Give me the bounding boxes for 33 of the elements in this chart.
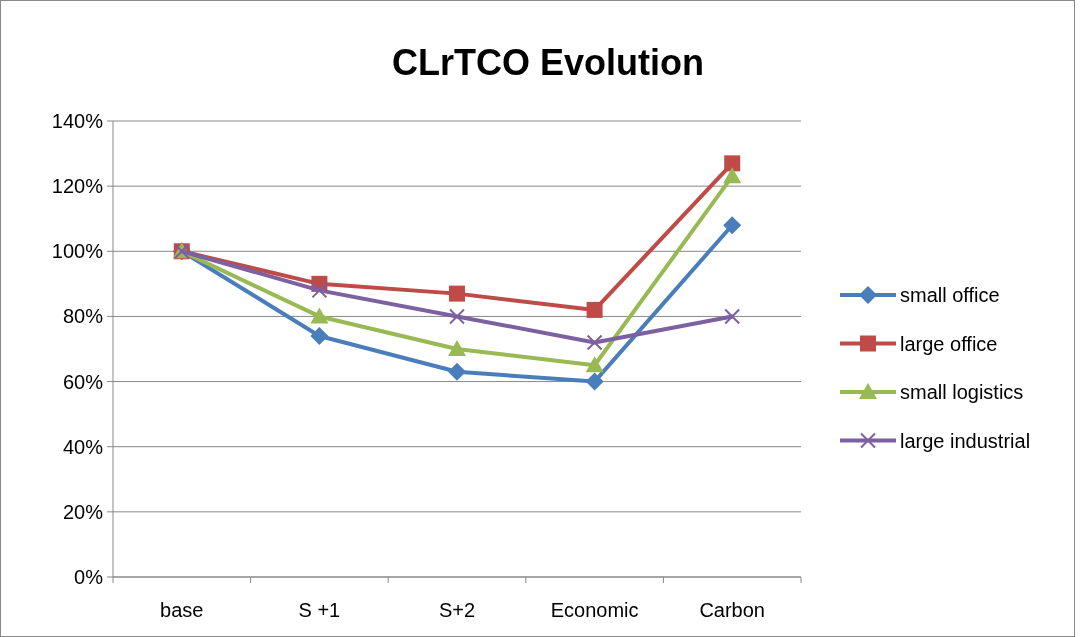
- point: [310, 326, 329, 345]
- y-tick-label: 120%: [51, 175, 104, 198]
- y-tick-label: 140%: [51, 110, 104, 132]
- point: [449, 285, 465, 302]
- point: [449, 308, 465, 325]
- legend-label: small office: [900, 284, 1000, 306]
- y-tick-label: 100%: [51, 240, 104, 263]
- legend-label: large industrial: [900, 429, 1031, 452]
- y-tick-label: 0%: [74, 566, 104, 588]
- x-tick-label: S +1: [298, 599, 341, 621]
- legend-label: large office: [900, 332, 998, 355]
- point: [723, 216, 742, 235]
- x-tick-label: Carbon: [699, 599, 765, 621]
- legend-label: small logistics: [900, 381, 1024, 403]
- point: [311, 282, 328, 299]
- x-tick-label: S+2: [438, 599, 476, 621]
- point: [585, 372, 604, 391]
- point: [585, 356, 604, 373]
- y-tick-label: 40%: [62, 435, 104, 458]
- x-tick-label: Economic: [550, 599, 639, 621]
- point: [310, 307, 329, 324]
- point: [448, 362, 466, 381]
- point: [723, 167, 742, 184]
- point: [586, 301, 603, 318]
- x-tick-label: base: [160, 599, 204, 621]
- y-tick-label: 80%: [62, 305, 104, 328]
- point: [724, 308, 741, 325]
- point: [448, 340, 466, 356]
- y-tick-label: 20%: [62, 500, 104, 523]
- y-tick-label: 60%: [62, 370, 104, 393]
- point: [724, 155, 741, 172]
- point: [586, 334, 603, 351]
- chart-title: CLrTCO Evolution: [392, 42, 704, 83]
